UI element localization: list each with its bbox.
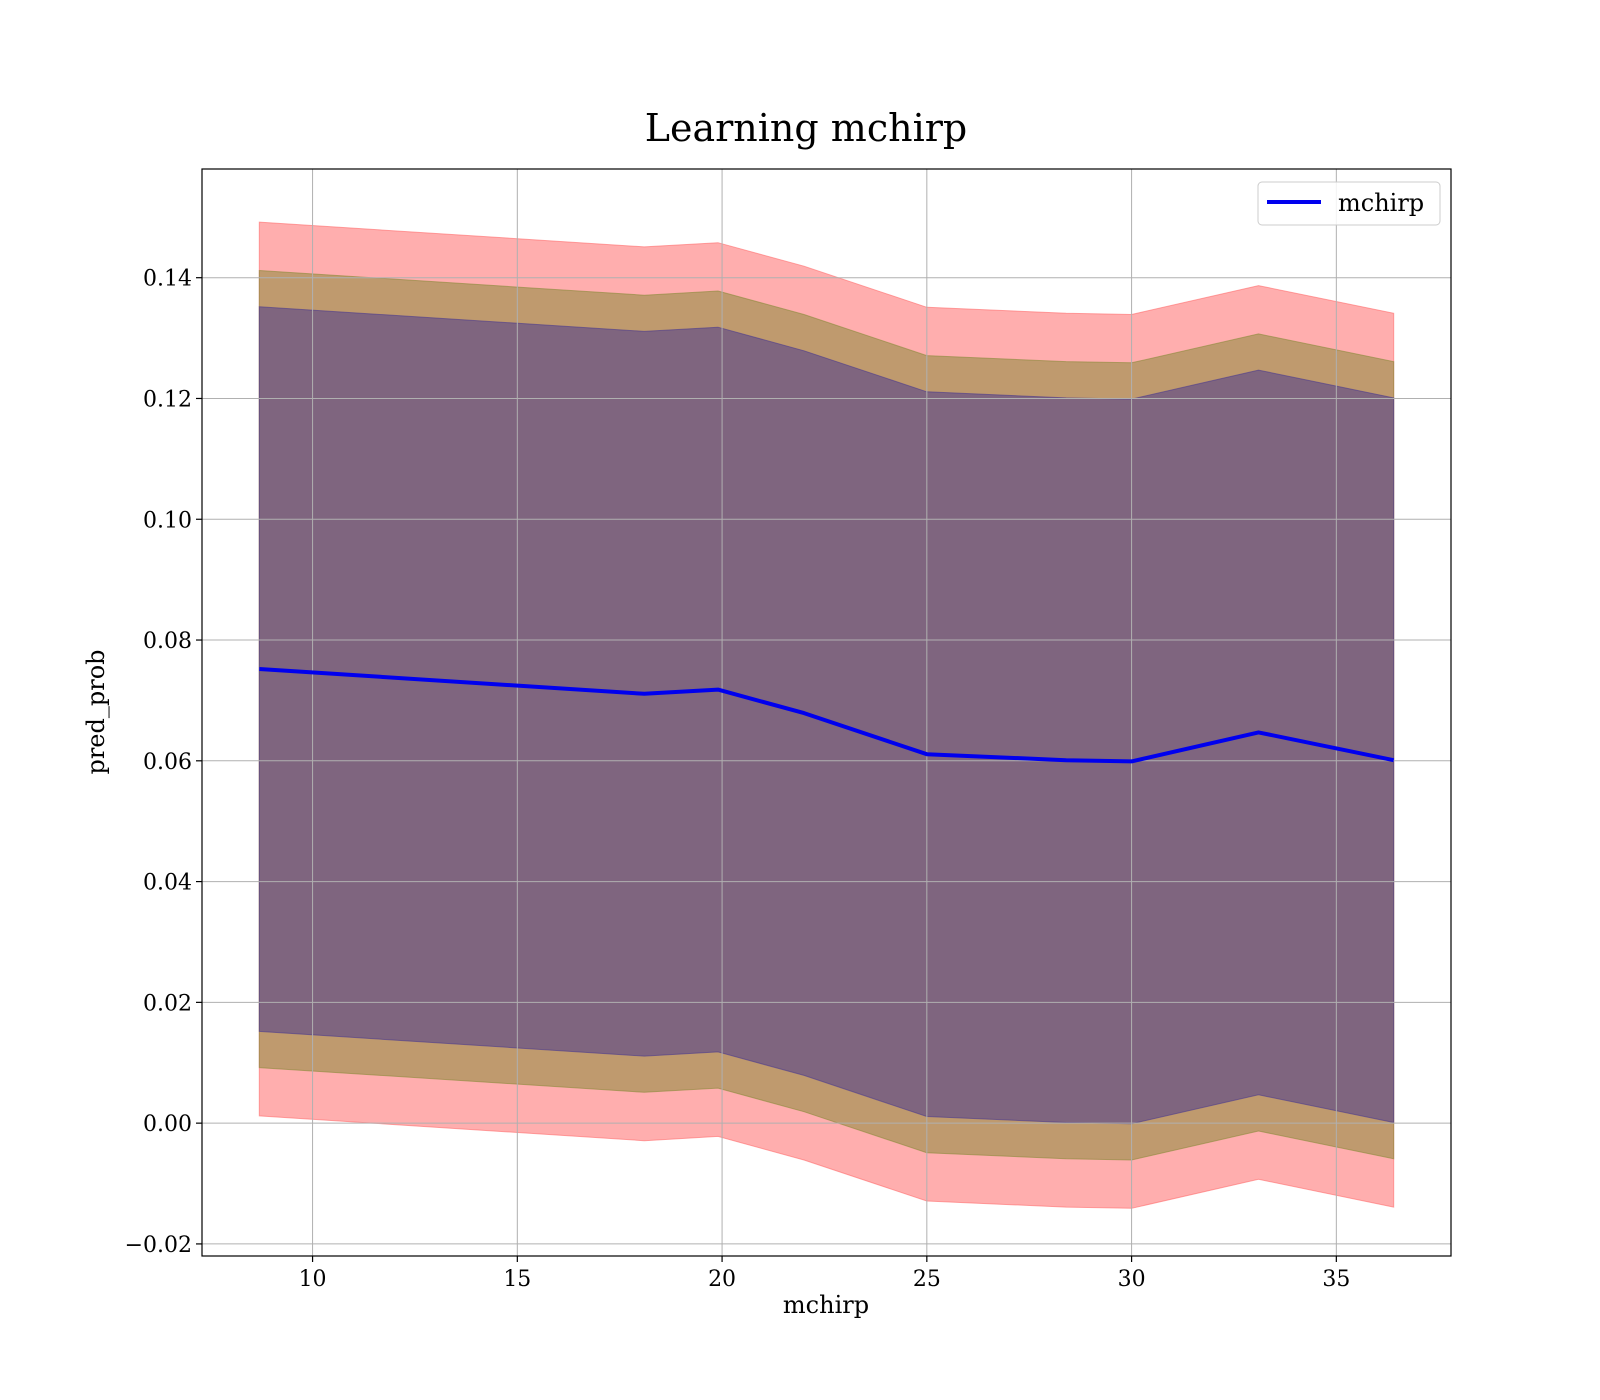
y-tick-label: 0.00 [143,1112,192,1137]
y-axis-ticks: −0.02 0.00 0.02 0.04 0.06 0.08 0.10 0.12 0.14 [125,267,202,1258]
chart-title: Learning mchirp [645,106,967,150]
series-line-mchirp [259,667,1395,764]
x-tick-label: 30 [1118,1267,1146,1292]
y-tick-label: −0.02 [125,1233,192,1258]
y-tick-label: 0.06 [143,750,192,775]
x-tick-label: 20 [708,1267,736,1292]
x-tick-label: 15 [503,1267,531,1292]
series-lines [259,667,1395,764]
y-tick-label: 0.02 [143,991,192,1016]
y-tick-label: 0.14 [143,267,192,292]
confidence-band-3 [258,306,1395,1125]
y-tick-label: 0.04 [143,871,192,896]
legend-entry-label: mchirp [1338,189,1424,217]
x-tick-label: 25 [913,1267,941,1292]
confidence-bands [258,221,1395,1209]
x-axis-label: mchirp [783,1291,869,1319]
legend: mchirp [1257,181,1441,226]
legend-box [1257,181,1441,226]
y-tick-label: 0.10 [143,508,192,533]
grid [202,169,1451,1256]
y-axis-label: pred_prob [82,649,110,774]
x-tick-label: 10 [299,1267,327,1292]
y-tick-label: 0.12 [143,387,192,412]
x-tick-label: 35 [1322,1267,1350,1292]
plot-area-frame [201,168,1452,1257]
x-axis-ticks: 10 15 20 25 30 35 [299,1256,1350,1292]
y-tick-label: 0.08 [143,629,192,654]
